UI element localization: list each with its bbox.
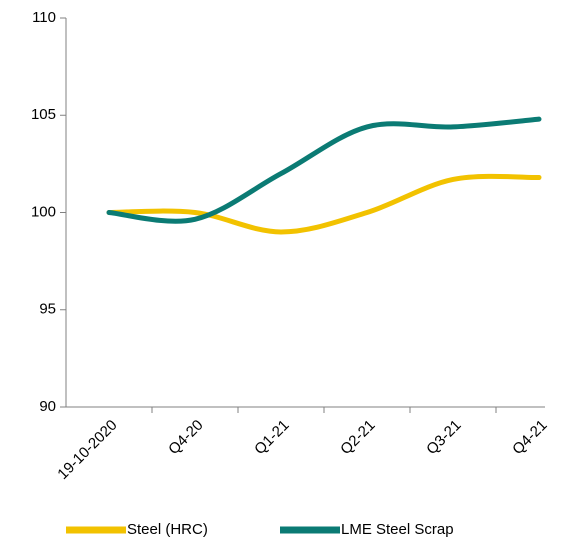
y-tick-label: 110 [32,9,56,26]
series-line [106,116,542,224]
y-tick-label: 105 [31,106,56,123]
x-tick-label: 19-10-2020 [54,417,120,483]
y-tick-label: 100 [31,203,56,220]
legend-label: Steel (HRC) [127,521,208,538]
x-tick-label: Q1-21 [251,417,293,459]
y-tick-label: 95 [39,301,56,318]
legend-label: LME Steel Scrap [341,521,454,538]
x-tick-label: Q4-21 [509,417,551,459]
x-tick-label: Q3-21 [423,417,465,459]
series-line [106,173,542,235]
x-tick-label: Q2-21 [337,417,379,459]
x-tick-label: Q4-20 [165,417,207,459]
y-tick-label: 90 [39,398,56,415]
